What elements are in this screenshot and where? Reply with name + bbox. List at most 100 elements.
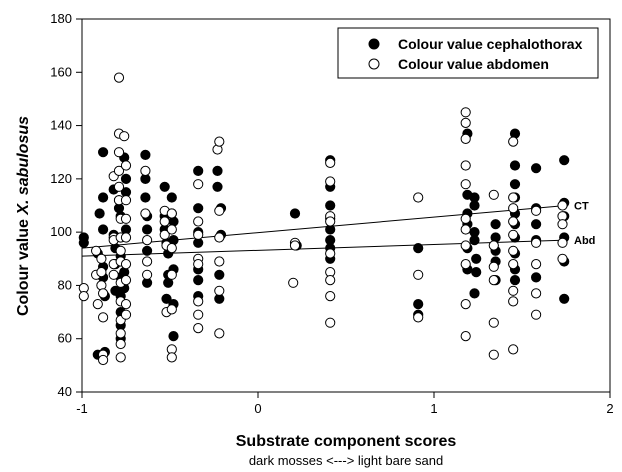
legend-box <box>337 27 599 79</box>
point-abdomen <box>115 338 126 350</box>
point-abdomen <box>508 259 519 270</box>
point-abdomen <box>120 160 132 171</box>
point-abdomen <box>413 269 424 280</box>
point-abdomen <box>142 269 153 280</box>
legend-label-abdomen: Colour value abdomen <box>398 56 549 72</box>
point-abdomen <box>508 344 519 355</box>
point-abdomen <box>508 229 519 240</box>
point-abdomen <box>531 237 542 248</box>
point-cephalothorax <box>509 179 521 190</box>
point-abdomen <box>460 299 471 310</box>
point-abdomen <box>214 285 225 296</box>
point-abdomen <box>531 288 542 299</box>
y-tick-label: 60 <box>58 331 72 346</box>
point-abdomen <box>159 216 170 227</box>
point-cephalothorax <box>531 219 542 230</box>
point-abdomen <box>193 229 204 240</box>
point-cephalothorax <box>531 272 542 283</box>
point-abdomen <box>325 157 336 168</box>
point-cephalothorax <box>120 173 132 184</box>
point-abdomen <box>96 267 107 278</box>
point-abdomen <box>113 72 125 83</box>
trend-label-abd: Abd <box>574 235 595 247</box>
point-abdomen <box>166 208 177 219</box>
point-abdomen <box>325 248 336 259</box>
point-abdomen <box>120 275 132 286</box>
point-cephalothorax <box>166 192 177 203</box>
point-abdomen <box>460 331 471 342</box>
point-abdomen <box>508 216 519 227</box>
point-abdomen <box>325 216 336 227</box>
y-tick-label: 40 <box>58 384 72 399</box>
trend-line-abd <box>81 239 567 257</box>
point-abdomen <box>289 240 301 251</box>
point-abdomen <box>460 160 471 171</box>
point-abdomen <box>214 232 225 243</box>
point-cephalothorax <box>193 165 204 176</box>
plot-area <box>81 18 611 393</box>
y-tick-label: 180 <box>50 11 72 26</box>
point-abdomen <box>108 269 119 280</box>
point-abdomen <box>193 216 204 227</box>
x-tick-label: -1 <box>76 401 88 416</box>
point-abdomen <box>120 195 132 206</box>
point-abdomen <box>98 354 109 366</box>
point-abdomen <box>460 259 471 270</box>
point-cephalothorax <box>98 147 109 158</box>
trend-lines: CT Abd <box>81 201 595 257</box>
legend-marker-abdomen <box>368 58 380 70</box>
point-abdomen <box>325 317 336 328</box>
point-cephalothorax <box>168 331 179 342</box>
point-abdomen <box>166 269 177 280</box>
point-abdomen <box>98 288 109 299</box>
point-cephalothorax <box>559 293 570 304</box>
point-cephalothorax <box>325 200 336 211</box>
point-abdomen <box>193 296 204 307</box>
point-abdomen <box>413 192 424 203</box>
point-abdomen <box>460 240 471 251</box>
point-abdomen <box>120 299 132 310</box>
point-cephalothorax <box>142 245 153 256</box>
x-tick-label: 2 <box>606 401 613 416</box>
point-cephalothorax <box>98 224 109 235</box>
legend-marker-cephalothorax <box>368 38 380 50</box>
x-axis-ticks: -1 0 1 2 <box>76 392 614 416</box>
point-abdomen <box>508 192 519 203</box>
point-cephalothorax <box>98 192 109 203</box>
point-abdomen <box>508 203 519 214</box>
point-abdomen <box>508 136 519 147</box>
point-abdomen <box>488 189 499 200</box>
point-abdomen <box>460 213 471 224</box>
point-abdomen <box>531 309 542 320</box>
y-tick-label: 160 <box>50 64 72 79</box>
point-cephalothorax <box>471 253 482 264</box>
point-cephalothorax <box>161 293 172 304</box>
point-abdomen <box>142 235 153 246</box>
data-points <box>78 72 570 366</box>
point-abdomen <box>120 213 132 224</box>
y-tick-label: 100 <box>50 224 72 239</box>
point-cephalothorax <box>193 203 204 214</box>
plot-frame <box>81 18 611 393</box>
y-axis-title: Colour value X. sabulosus <box>15 116 32 316</box>
point-abdomen <box>325 291 336 302</box>
point-cephalothorax <box>469 288 480 299</box>
point-abdomen <box>120 259 132 270</box>
point-abdomen <box>214 205 225 216</box>
trend-label-ct: CT <box>574 201 589 213</box>
point-abdomen <box>460 107 471 118</box>
point-abdomen <box>92 299 103 310</box>
point-abdomen <box>288 277 299 288</box>
point-cephalothorax <box>142 224 153 235</box>
point-cephalothorax <box>413 243 424 254</box>
point-abdomen <box>193 179 204 190</box>
point-abdomen <box>488 317 499 328</box>
x-axis-subtitle: dark mosses <---> light bare sand <box>249 453 443 468</box>
point-abdomen <box>557 219 568 230</box>
point-abdomen <box>113 181 125 192</box>
point-cephalothorax <box>159 181 170 192</box>
point-abdomen <box>214 136 225 147</box>
point-abdomen <box>531 259 542 270</box>
point-abdomen <box>557 200 568 211</box>
